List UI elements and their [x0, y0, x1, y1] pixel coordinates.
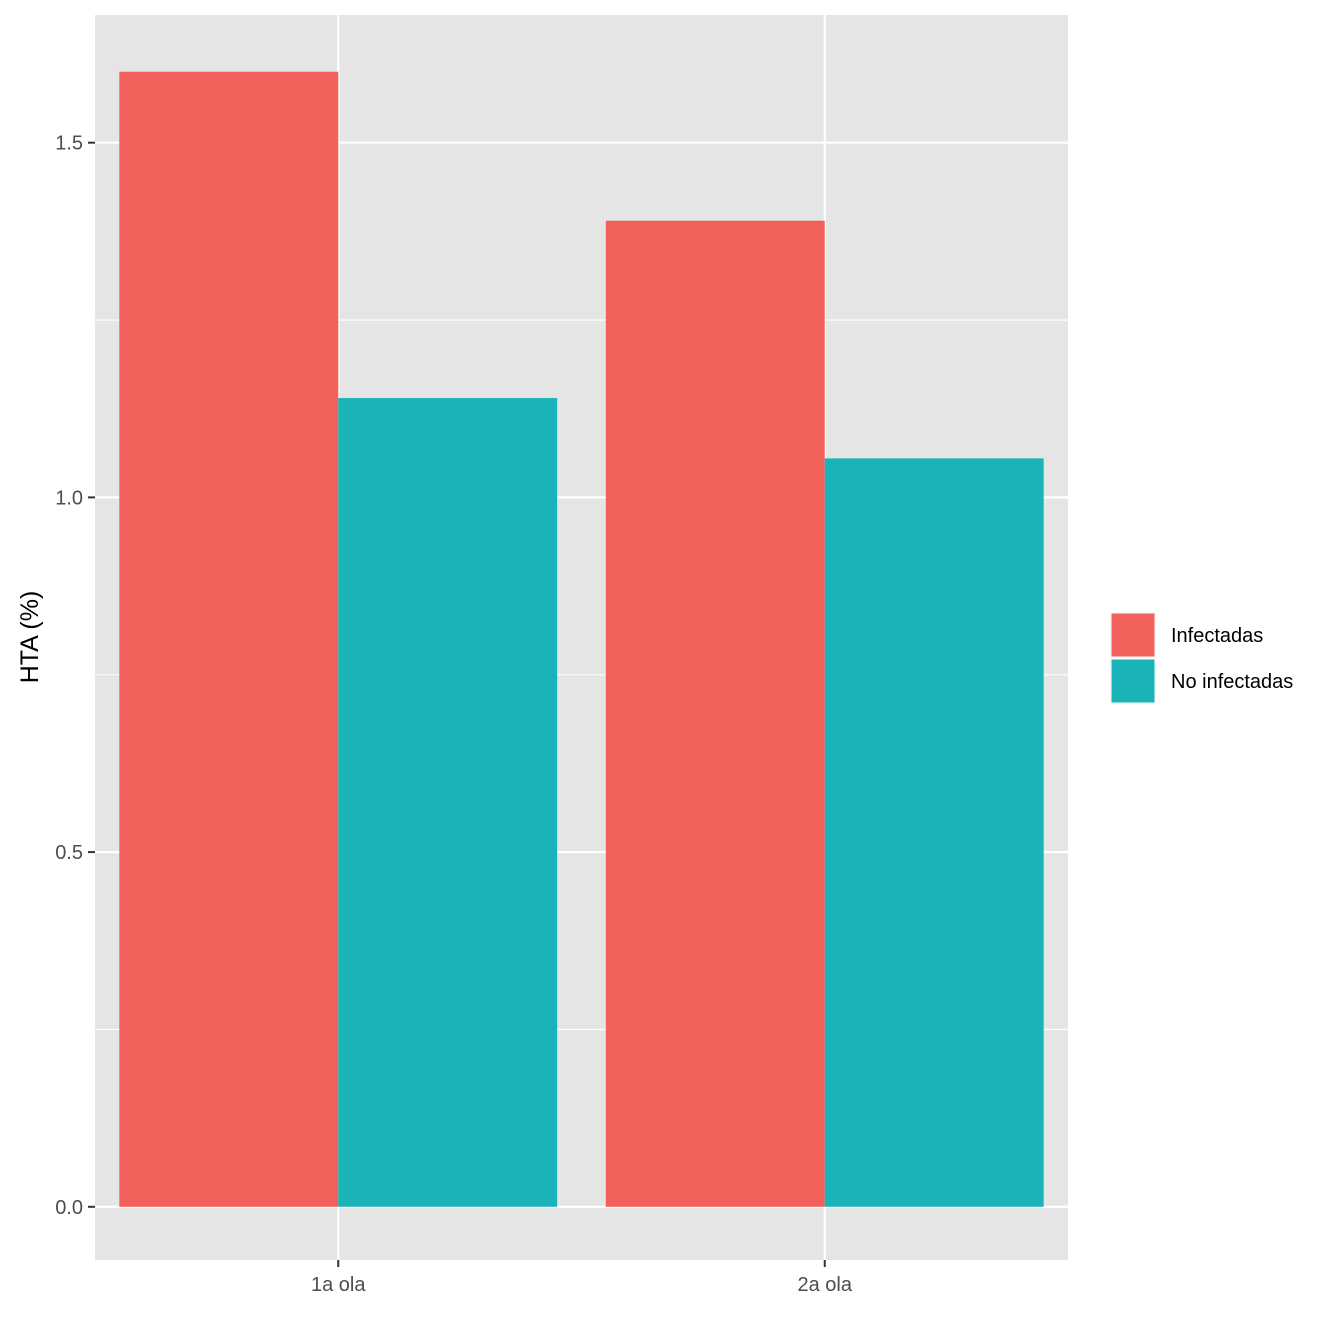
bar: [605, 220, 825, 1207]
legend-key-swatch: [1110, 612, 1156, 658]
x-tick-label: 1a ola: [311, 1274, 366, 1296]
y-tick-label: 0.5: [55, 842, 83, 864]
y-tick-label: 0.0: [55, 1197, 83, 1219]
y-tick-label: 1.5: [55, 133, 83, 155]
y-tick-label: 1.0: [55, 487, 83, 509]
y-axis: 0.0 0.5 1.0 1.5: [55, 133, 95, 1219]
legend: Infectadas No infectadas: [1110, 612, 1293, 704]
y-axis-title: HTA (%): [16, 591, 44, 684]
legend-label: Infectadas: [1171, 625, 1263, 647]
x-tick-label: 2a ola: [798, 1274, 853, 1296]
bars: [119, 71, 1044, 1207]
x-axis: 1a ola 2a ola: [311, 1260, 853, 1296]
bar: [824, 458, 1044, 1207]
bar: [338, 398, 558, 1207]
bar: [119, 71, 339, 1207]
legend-label: No infectadas: [1171, 671, 1293, 693]
legend-key-swatch: [1110, 658, 1156, 704]
